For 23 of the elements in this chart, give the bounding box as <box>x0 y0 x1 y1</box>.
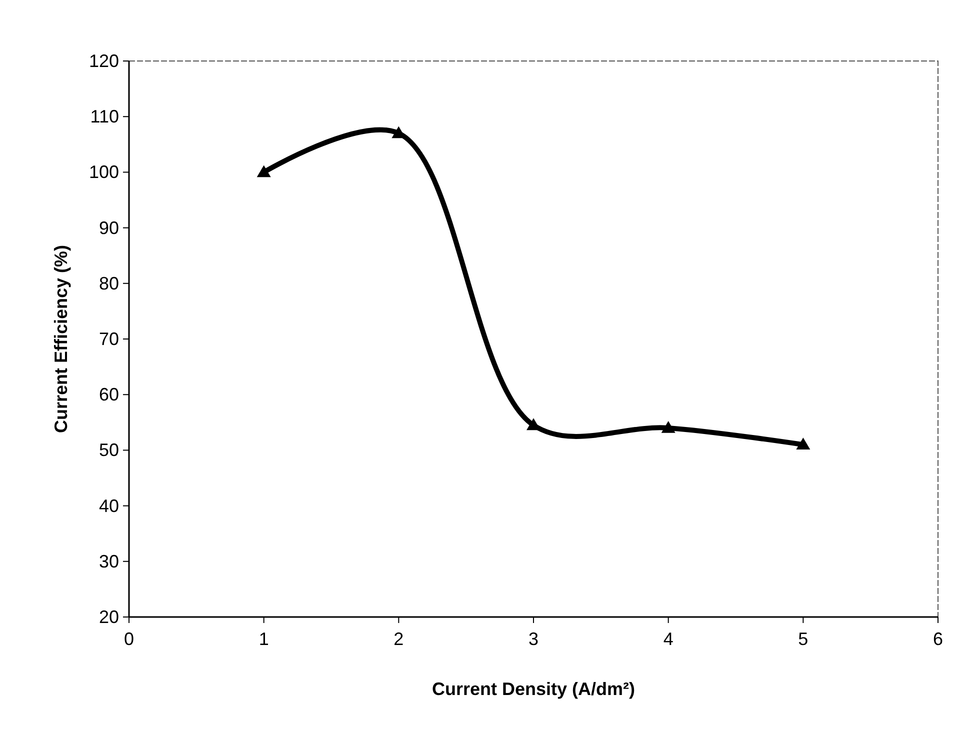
x-tick-label: 4 <box>663 629 674 649</box>
x-tick-label: 2 <box>394 629 404 649</box>
y-tick-label: 90 <box>98 218 119 238</box>
point <box>661 420 676 433</box>
y-tick-label: 20 <box>98 607 119 627</box>
y-tick-label: 80 <box>98 273 119 294</box>
y-tick-label: 120 <box>88 51 119 71</box>
y-tick-label: 50 <box>98 440 119 460</box>
y-tick-label: 60 <box>98 384 119 405</box>
point <box>256 165 271 178</box>
y-tick-label: 30 <box>98 551 119 572</box>
x-tick-label: 1 <box>258 629 269 649</box>
x-tick-label: 0 <box>124 629 134 649</box>
y-tick-label: 100 <box>88 162 119 182</box>
y-axis-title: Current Efficiency (%) <box>51 244 71 434</box>
y-tick-label: 110 <box>90 106 119 127</box>
x-tick-label: 3 <box>528 629 539 649</box>
y-tick-label: 40 <box>98 496 119 516</box>
x-tick-label: 6 <box>932 629 944 649</box>
point <box>796 438 810 450</box>
x-tick-label: 5 <box>798 629 808 649</box>
y-tick-label: 70 <box>98 329 119 349</box>
x-axis-title: Current Density (A/dm²) <box>432 679 636 699</box>
